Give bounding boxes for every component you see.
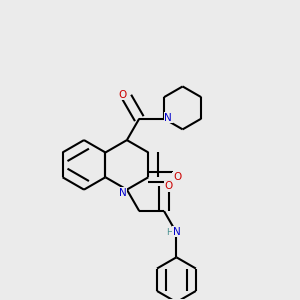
Text: O: O [173,172,181,182]
Text: O: O [164,181,172,191]
Text: H: H [166,228,172,237]
Text: N: N [119,188,127,198]
Text: N: N [172,226,180,236]
Text: O: O [118,90,127,100]
Text: N: N [164,113,172,123]
